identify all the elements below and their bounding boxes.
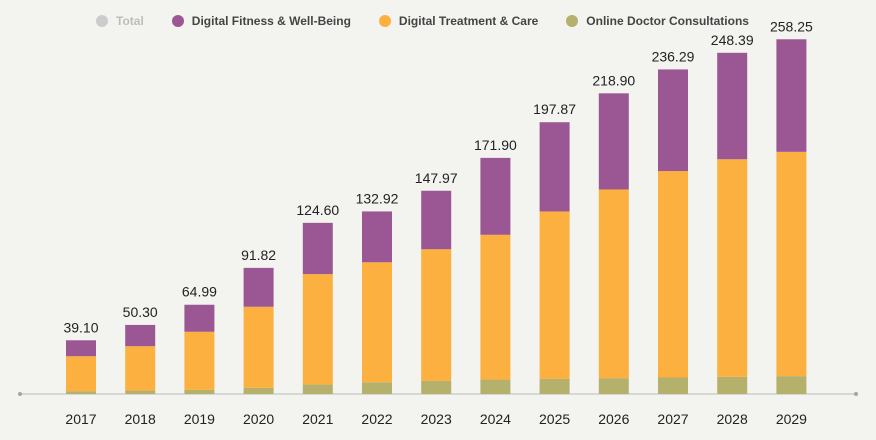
bar-segment-digital-fitness-well-being-2023 [421, 190, 452, 250]
bar-segment-digital-fitness-well-being-2029 [776, 39, 807, 152]
total-label-2017: 39.10 [63, 319, 98, 335]
bar-segment-digital-treatment-care-2029 [776, 151, 807, 377]
total-label-2022: 132.92 [356, 190, 399, 206]
bar-segment-digital-fitness-well-being-2026 [598, 93, 629, 190]
bar-segment-digital-fitness-well-being-2021 [302, 222, 333, 275]
x-tick-label-2025: 2025 [539, 411, 570, 427]
bar-segment-digital-fitness-well-being-2025 [539, 122, 570, 212]
bar-segment-online-doctor-consultations-2025 [539, 378, 570, 394]
bar-segment-digital-treatment-care-2017 [66, 356, 96, 392]
bar-segment-digital-treatment-care-2026 [598, 189, 629, 379]
x-tick-label-2029: 2029 [776, 411, 807, 427]
bar-segment-digital-fitness-well-being-2028 [717, 52, 748, 160]
x-tick-label-2023: 2023 [421, 411, 452, 427]
x-tick-label-2018: 2018 [125, 411, 156, 427]
bar-segment-digital-treatment-care-2022 [362, 262, 392, 383]
x-tick-label-2028: 2028 [717, 411, 748, 427]
legend-item-digital-fitness[interactable]: Digital Fitness & Well-Being [171, 14, 351, 28]
total-label-2027: 236.29 [652, 48, 695, 64]
bar-segment-online-doctor-consultations-2024 [480, 379, 511, 394]
bar-segment-digital-treatment-care-2024 [480, 234, 511, 380]
legend-label-digital-fitness: Digital Fitness & Well-Being [191, 14, 351, 28]
legend-dot-total [96, 15, 108, 27]
total-label-2023: 147.97 [415, 170, 458, 186]
total-label-2026: 218.90 [592, 72, 635, 88]
bar-segment-digital-fitness-well-being-2024 [480, 157, 511, 235]
legend-item-online-doctor[interactable]: Online Doctor Consultations [566, 14, 749, 28]
bar-segment-digital-treatment-care-2025 [539, 211, 570, 379]
legend-label-total: Total [116, 14, 144, 28]
total-label-2018: 50.30 [123, 304, 158, 320]
x-axis-end-dot [854, 392, 858, 396]
chart-legend: Total Digital Fitness & Well-Being Digit… [96, 14, 749, 28]
x-tick-label-2019: 2019 [184, 411, 215, 427]
x-tick-label-2017: 2017 [65, 411, 96, 427]
bar-segment-online-doctor-consultations-2017 [66, 391, 96, 394]
bar-segment-online-doctor-consultations-2027 [658, 377, 688, 394]
bar-segment-digital-fitness-well-being-2020 [243, 267, 274, 307]
x-tick-label-2020: 2020 [243, 411, 274, 427]
bar-segment-digital-fitness-well-being-2027 [658, 69, 688, 172]
bar-segment-digital-fitness-well-being-2019 [184, 304, 215, 332]
total-label-2028: 248.39 [711, 32, 754, 48]
bar-segment-digital-treatment-care-2023 [421, 249, 452, 381]
bar-segment-digital-treatment-care-2018 [125, 346, 156, 391]
x-axis-start-dot [18, 392, 22, 396]
total-label-2021: 124.60 [296, 202, 339, 218]
bar-segment-digital-treatment-care-2019 [184, 331, 215, 390]
bar-segment-online-doctor-consultations-2022 [362, 382, 392, 394]
x-tick-label-2022: 2022 [361, 411, 392, 427]
bar-segment-online-doctor-consultations-2026 [598, 378, 629, 394]
bar-segment-digital-treatment-care-2028 [717, 159, 748, 377]
bar-segment-digital-treatment-care-2027 [658, 171, 688, 378]
bar-segment-online-doctor-consultations-2019 [184, 389, 215, 394]
x-tick-label-2026: 2026 [598, 411, 629, 427]
bar-segment-digital-treatment-care-2021 [302, 274, 333, 385]
bar-segment-online-doctor-consultations-2021 [302, 384, 333, 394]
total-label-2020: 91.82 [241, 247, 276, 263]
total-label-2019: 64.99 [182, 284, 217, 300]
x-tick-label-2021: 2021 [302, 411, 333, 427]
bar-segment-digital-fitness-well-being-2018 [125, 324, 156, 347]
legend-dot-online-doctor [566, 15, 579, 27]
total-label-2029: 258.25 [770, 18, 813, 34]
bar-segment-online-doctor-consultations-2023 [421, 380, 452, 394]
x-tick-label-2024: 2024 [480, 411, 511, 427]
bar-segment-digital-fitness-well-being-2017 [66, 340, 96, 357]
legend-label-digital-treatment: Digital Treatment & Care [398, 14, 539, 28]
bar-segment-online-doctor-consultations-2029 [776, 376, 807, 394]
legend-item-digital-treatment[interactable]: Digital Treatment & Care [378, 14, 539, 28]
total-label-2024: 171.90 [474, 137, 517, 153]
legend-label-online-doctor: Online Doctor Consultations [586, 14, 749, 28]
bar-segment-digital-fitness-well-being-2022 [362, 211, 392, 263]
x-tick-label-2027: 2027 [657, 411, 688, 427]
legend-dot-digital-treatment [378, 15, 391, 27]
bar-segment-online-doctor-consultations-2020 [243, 387, 274, 394]
total-label-2025: 197.87 [533, 101, 576, 117]
bar-segment-digital-treatment-care-2020 [243, 306, 274, 388]
legend-dot-digital-fitness [171, 15, 184, 27]
bar-segment-online-doctor-consultations-2018 [125, 390, 156, 394]
legend-item-total[interactable]: Total [96, 14, 144, 28]
bar-segment-online-doctor-consultations-2028 [717, 376, 748, 394]
